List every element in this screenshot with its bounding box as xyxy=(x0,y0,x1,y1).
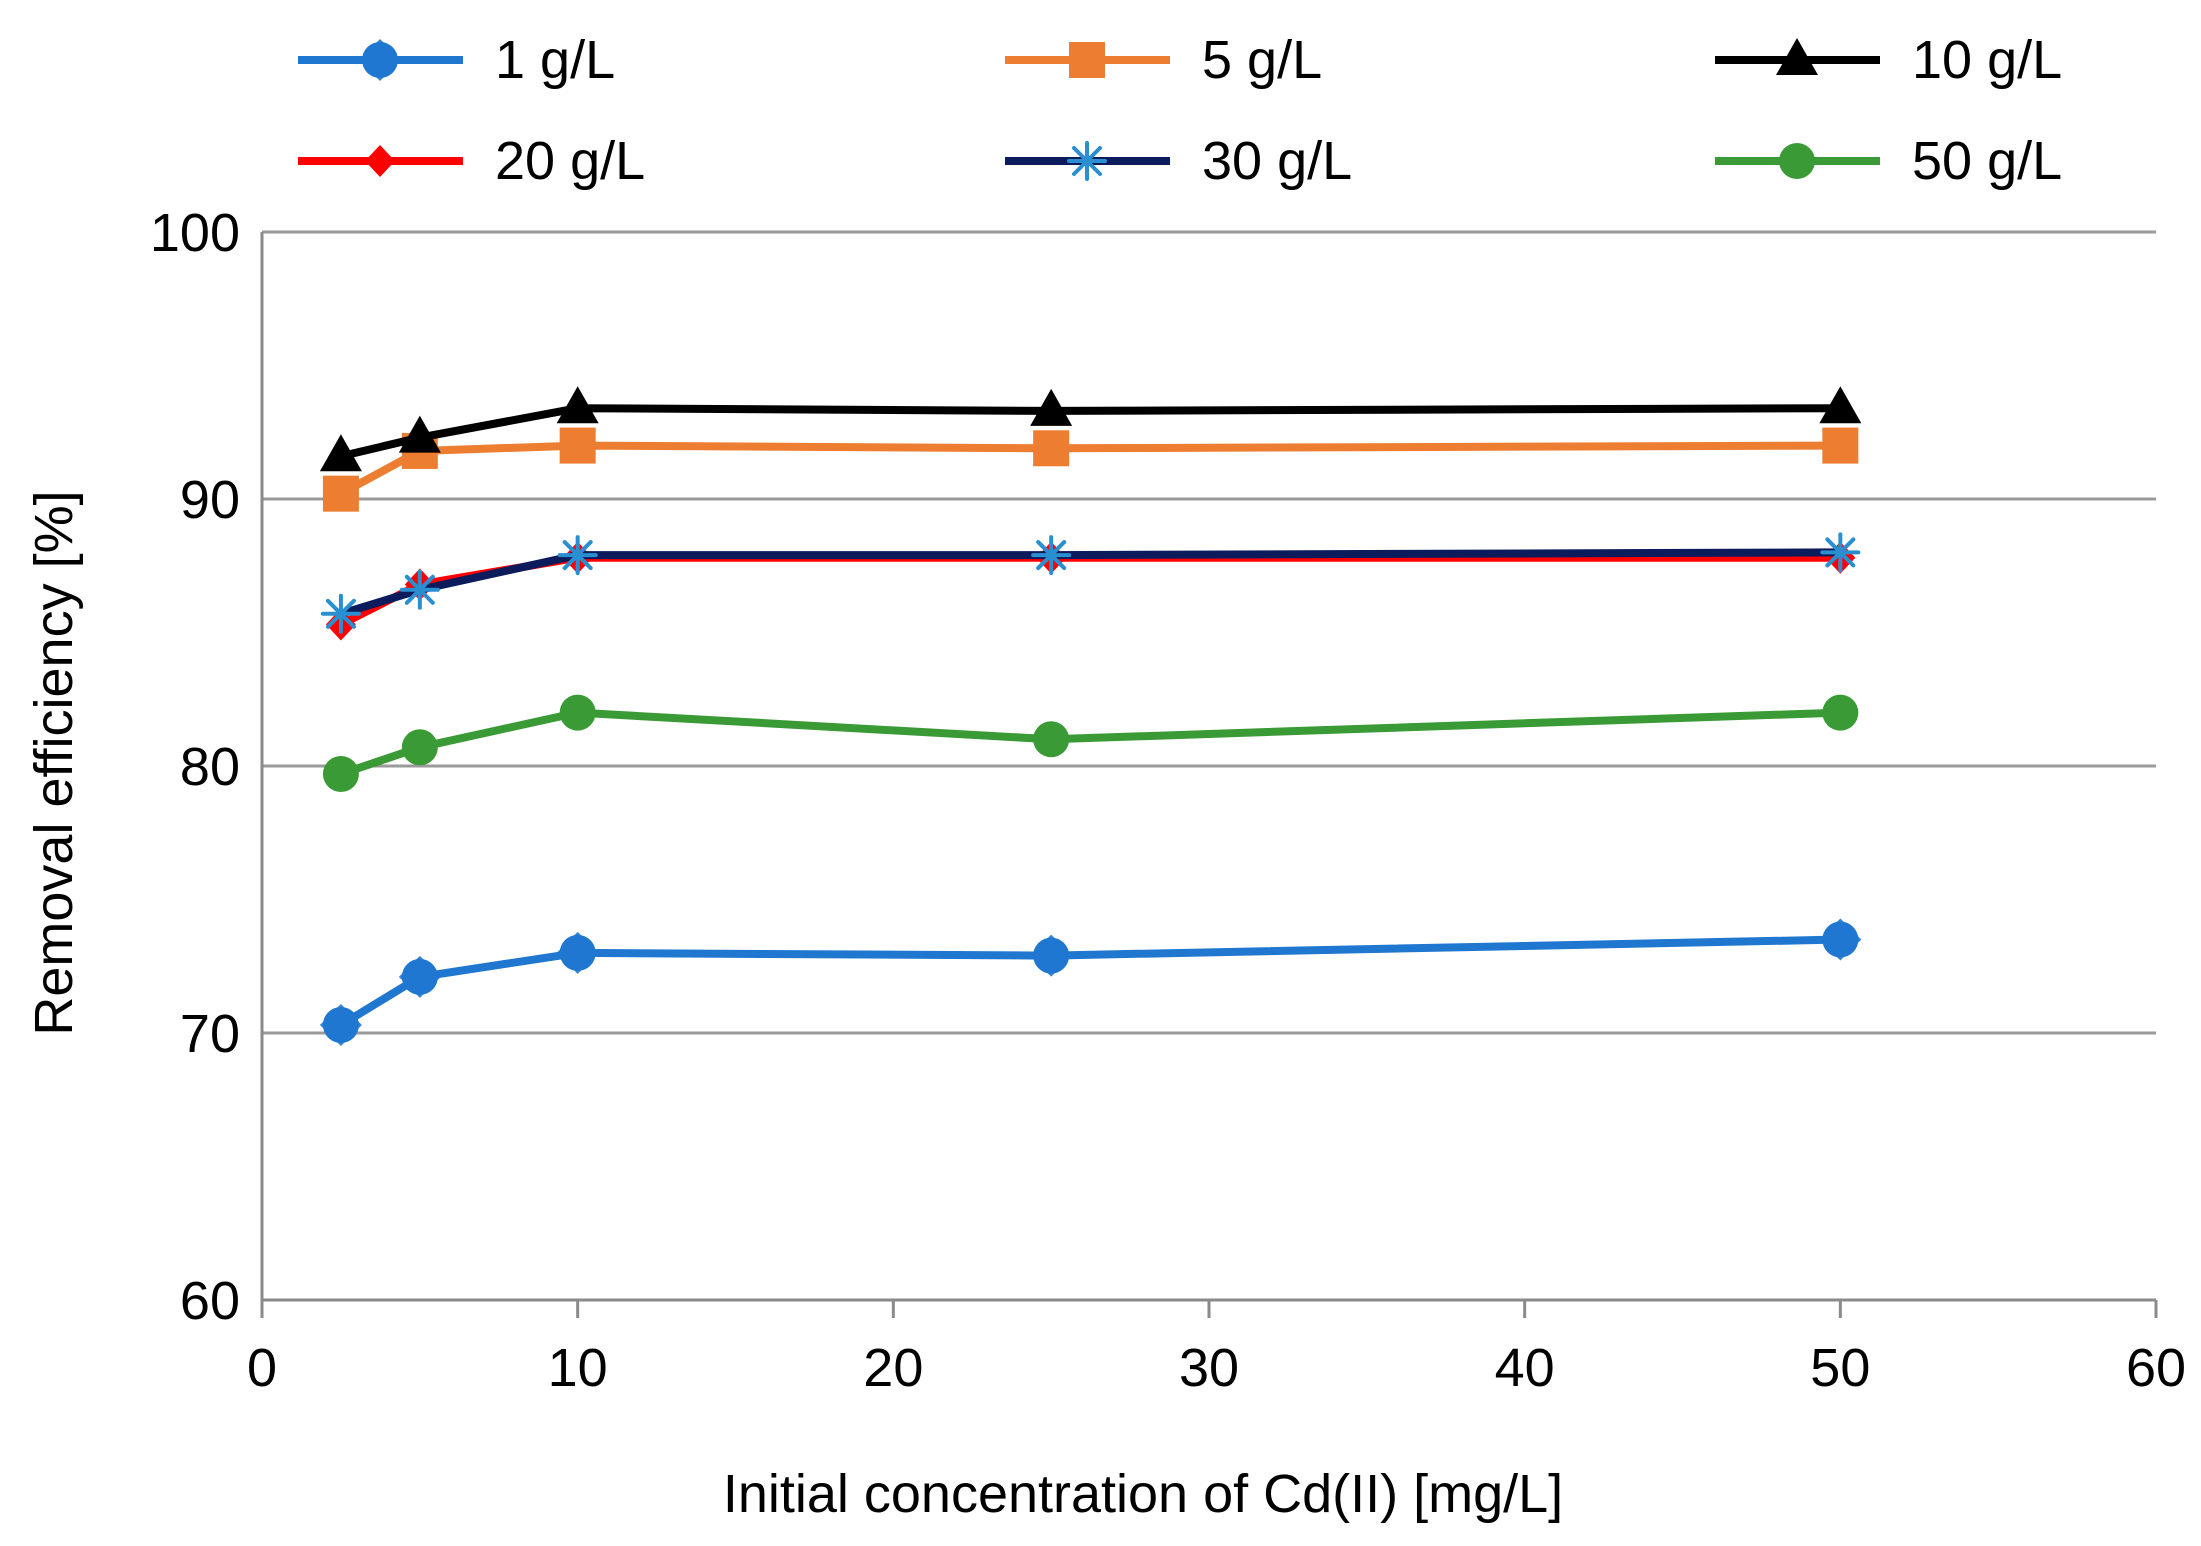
y-tick-label-90: 90 xyxy=(180,470,240,530)
legend-marker-1-g-l-diamond xyxy=(359,39,401,81)
x-tick-label-40: 40 xyxy=(1495,1338,1555,1398)
legend-marker-30-g-l-d2 xyxy=(1072,146,1102,176)
legend-label-1-g-l: 1 g/L xyxy=(495,30,615,90)
point-1-g-l-2-diamond xyxy=(556,931,599,974)
point-50-g-l-2 xyxy=(559,694,596,731)
y-tick-label-80: 80 xyxy=(180,737,240,797)
legend-label-50-g-l: 50 g/L xyxy=(1912,131,2062,191)
x-tick-label-20: 20 xyxy=(863,1338,923,1398)
point-1-g-l-3-diamond xyxy=(1030,934,1073,977)
point-50-g-l-1 xyxy=(401,729,438,766)
x-tick-label-10: 10 xyxy=(548,1338,608,1398)
legend-marker-5-g-l xyxy=(1069,42,1105,78)
legend-entry-5-g-l: 5 g/L xyxy=(1005,30,1322,90)
point-10-g-l-2 xyxy=(556,386,599,424)
point-30-g-l-0 xyxy=(320,593,361,634)
legend-marker-30-g-l xyxy=(1067,141,1107,181)
point-50-g-l-4 xyxy=(1822,694,1859,731)
legend-label-10-g-l: 10 g/L xyxy=(1912,30,2062,90)
point-1-g-l-0 xyxy=(319,1003,362,1046)
series-1-g-l xyxy=(319,918,1862,1046)
legend-entry-50-g-l: 50 g/L xyxy=(1715,131,2062,191)
point-30-g-l-4 xyxy=(1820,532,1861,573)
point-30-g-l-4-d2 xyxy=(1825,537,1856,568)
point-5-g-l-0 xyxy=(322,475,359,512)
x-axis-label: Initial concentration of Cd(II) [mg/L] xyxy=(723,1464,1563,1524)
point-1-g-l-3 xyxy=(1030,934,1073,977)
legend-entry-30-g-l: 30 g/L xyxy=(1005,131,1352,191)
x-tick-label-30: 30 xyxy=(1179,1338,1239,1398)
point-30-g-l-2-d2 xyxy=(562,540,593,571)
point-50-g-l-0 xyxy=(322,756,359,793)
point-30-g-l-1-d2 xyxy=(404,574,435,605)
y-tick-label-60: 60 xyxy=(180,1271,240,1331)
point-30-g-l-3 xyxy=(1031,535,1072,576)
grid-lines xyxy=(262,230,2156,1035)
legend: 1 g/L 5 g/L 10 g/L 20 g/L 30 g/L 50 g/L xyxy=(298,30,2062,191)
point-5-g-l-4 xyxy=(1822,427,1859,464)
legend-marker-1-g-l xyxy=(359,39,401,81)
point-30-g-l-1 xyxy=(399,569,440,610)
point-10-g-l-0 xyxy=(319,434,362,472)
point-1-g-l-1-diamond xyxy=(398,955,441,998)
plot-series xyxy=(319,386,1862,1046)
point-10-g-l-3 xyxy=(1030,388,1073,426)
y-tick-label-70: 70 xyxy=(180,1004,240,1064)
point-50-g-l-3 xyxy=(1033,721,1070,758)
series-30-g-l xyxy=(320,532,1861,634)
x-tick-label-60: 60 xyxy=(2126,1338,2186,1398)
point-1-g-l-1 xyxy=(398,955,441,998)
point-30-g-l-2 xyxy=(557,535,598,576)
legend-label-20-g-l: 20 g/L xyxy=(495,131,645,191)
point-1-g-l-4-diamond xyxy=(1819,918,1862,961)
point-10-g-l-4 xyxy=(1819,386,1862,424)
point-1-g-l-2 xyxy=(556,931,599,974)
point-5-g-l-3 xyxy=(1033,430,1070,467)
point-1-g-l-4 xyxy=(1819,918,1862,961)
legend-label-5-g-l: 5 g/L xyxy=(1202,30,1322,90)
point-30-g-l-3-d2 xyxy=(1036,540,1067,571)
x-tick-label-50: 50 xyxy=(1810,1338,1870,1398)
y-axis-label: Removal efficiency [%] xyxy=(24,490,84,1035)
legend-entry-20-g-l: 20 g/L xyxy=(298,131,645,191)
series-50-g-l xyxy=(322,694,1859,793)
axes: 60 70 80 90 100 0 10 20 30 40 50 60 xyxy=(150,203,2186,1398)
series-10-g-l xyxy=(319,386,1862,472)
y-tick-label-100: 100 xyxy=(150,203,240,263)
legend-label-30-g-l: 30 g/L xyxy=(1202,131,1352,191)
legend-marker-50-g-l xyxy=(1779,143,1815,179)
point-30-g-l-0-d2 xyxy=(325,598,356,629)
x-tick-label-0: 0 xyxy=(247,1338,277,1398)
legend-marker-20-g-l xyxy=(365,145,395,177)
point-5-g-l-2 xyxy=(559,427,596,464)
legend-entry-1-g-l: 1 g/L xyxy=(298,30,615,90)
point-10-g-l-1 xyxy=(398,415,441,453)
legend-marker-10-g-l xyxy=(1776,38,1818,75)
point-1-g-l-0-diamond xyxy=(319,1003,362,1046)
legend-entry-10-g-l: 10 g/L xyxy=(1715,30,2062,90)
